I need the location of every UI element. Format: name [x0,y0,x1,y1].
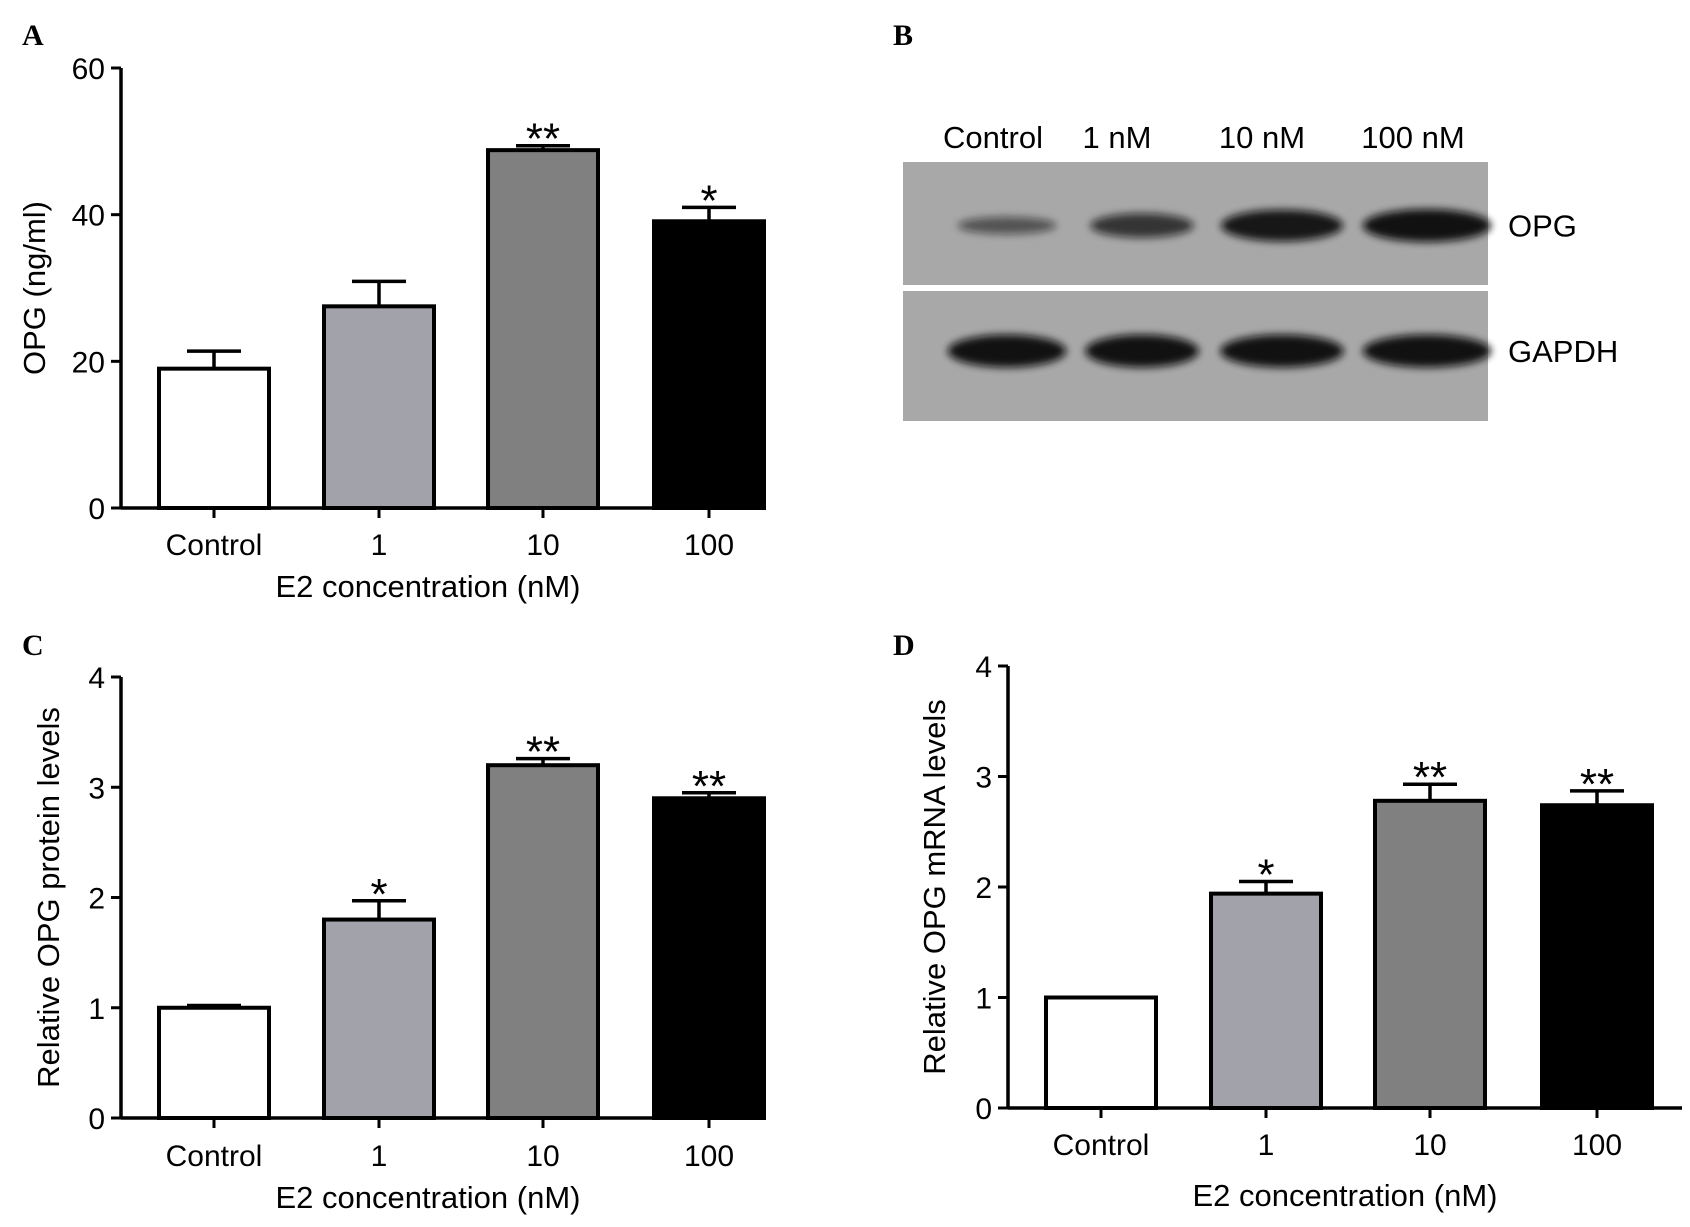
lane-label: Control [943,120,1043,155]
protein-label: GAPDH [1508,334,1618,369]
x-tick-label: Control [1053,1129,1150,1162]
chart-panel-c: C 0 1 2 3 4 Control * 1 ** 10 ** 100 E2 concentration… [22,629,766,1215]
y-axis-title: Relative OPG protein levels [31,707,66,1088]
protein-label: OPG [1508,209,1577,244]
panel-letter: C [22,629,44,662]
significance-label: * [1257,850,1274,899]
y-tick-label: 1 [975,983,992,1016]
blot-band [947,334,1067,368]
y-axis-title: Relative OPG mRNA levels [917,699,952,1075]
bar-control [1044,995,1158,1110]
blot-band [1090,213,1194,238]
x-tick-label: 100 [684,529,734,562]
x-tick-label: 100 [684,1140,734,1173]
y-tick-label: 40 [72,200,105,233]
significance-label: ** [692,762,726,811]
panel-letter: D [893,629,915,662]
lane-label: 1 nM [1083,120,1152,155]
y-axis-title: OPG (ng/ml) [17,201,52,375]
bar-1 [322,917,436,1120]
chart-panel-d: D 0 1 2 3 4 Control * 1 ** 10 ** 100 E2 concentration… [893,629,1682,1213]
bar-100 [1540,803,1654,1110]
x-tick-label: 1 [371,1140,388,1173]
y-tick-label: 0 [88,493,105,526]
bar-1 [322,304,436,511]
blot-panel: B Control 1 nM 10 nM 100 nM OPG GAPDH [893,19,1618,421]
x-tick-label: 10 [526,1140,559,1173]
lane-label: 100 nM [1361,120,1464,155]
y-tick-label: 60 [72,53,105,86]
significance-label: ** [526,115,560,164]
bar-10 [486,148,600,510]
y-tick-label: 4 [88,662,105,695]
blot-band [1362,334,1492,368]
y-tick-label: 0 [975,1093,992,1126]
x-tick-label: 100 [1572,1129,1622,1162]
x-axis-title: E2 concentration (nM) [276,1180,581,1215]
blot-band [1221,209,1343,242]
bar-100 [652,219,766,510]
x-tick-label: Control [166,529,263,562]
chart-panel-a: A 0 20 40 60 Control 1 ** 10 * 100 E2 concentration… [17,19,766,604]
x-tick-label: 10 [526,529,559,562]
significance-label: * [370,870,387,919]
y-tick-label: 3 [88,772,105,805]
significance-label: * [700,176,717,225]
panel-letter: B [893,19,913,52]
x-axis-title: E2 concentration (nM) [1193,1178,1498,1213]
x-tick-label: Control [166,1140,263,1173]
blot-band [957,216,1057,235]
bar-control [157,366,271,510]
bar-10 [1373,798,1487,1110]
y-tick-label: 20 [72,346,105,379]
blot-band [1362,209,1492,242]
y-tick-label: 1 [88,993,105,1026]
y-tick-label: 4 [975,651,992,684]
blot-band [1085,334,1199,368]
panel-letter: A [22,19,44,52]
x-axis-title: E2 concentration (nM) [276,569,581,604]
y-tick-label: 3 [975,762,992,795]
y-tick-label: 2 [975,872,992,905]
bar-10 [486,763,600,1120]
bar-100 [652,796,766,1121]
bar-1 [1209,891,1323,1110]
x-tick-label: 1 [1258,1129,1275,1162]
y-tick-label: 0 [88,1103,105,1136]
y-tick-label: 2 [88,883,105,916]
significance-label: ** [526,728,560,777]
significance-label: ** [1413,753,1447,802]
x-tick-label: 1 [371,529,388,562]
x-tick-label: 10 [1413,1129,1446,1162]
blot-band [1220,334,1344,368]
bar-control [157,1005,271,1120]
lane-label: 10 nM [1219,120,1305,155]
significance-label: ** [1580,760,1614,809]
